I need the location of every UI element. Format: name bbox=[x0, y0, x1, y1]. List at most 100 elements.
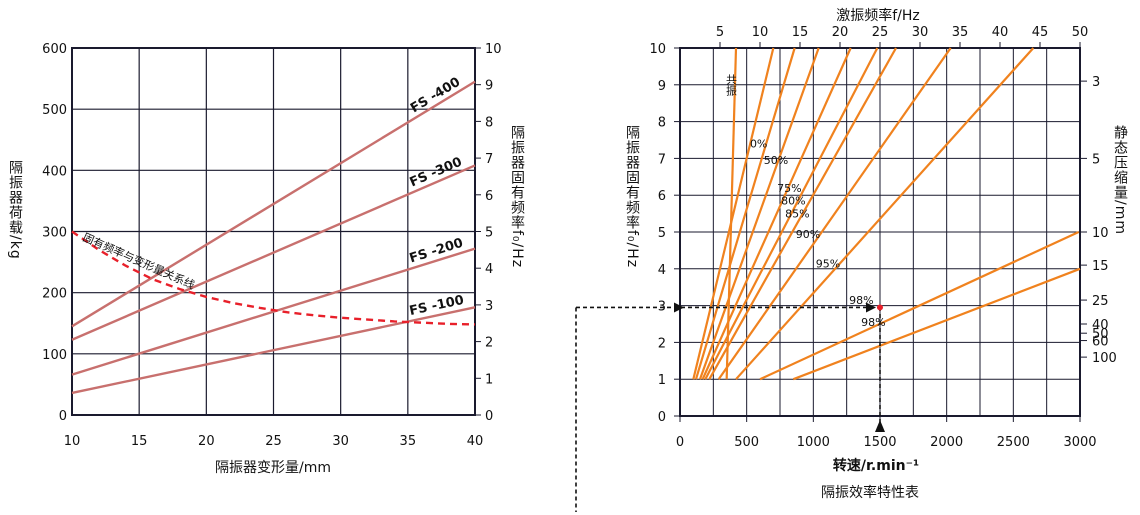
left-right-axis-label: 隔振器固有频率f₀/Hz bbox=[509, 125, 525, 268]
compression-tick-label: 15 bbox=[1092, 259, 1109, 274]
left-right-tick-label: 8 bbox=[485, 115, 493, 130]
left-right-tick-label: 9 bbox=[485, 79, 493, 94]
top-tick-label: 50 bbox=[1072, 25, 1089, 40]
efficiency-label: 90% bbox=[796, 228, 820, 241]
top-tick-label: 35 bbox=[952, 25, 969, 40]
load-line bbox=[71, 80, 476, 328]
left-right-tick-label: 7 bbox=[485, 152, 493, 167]
efficiency-label: 85% bbox=[785, 208, 809, 221]
right-x-tick-label: 2500 bbox=[997, 435, 1030, 450]
left-right-tick-label: 1 bbox=[485, 372, 493, 387]
efficiency-line bbox=[759, 231, 1080, 381]
left-x-tick-label: 25 bbox=[265, 434, 282, 449]
compression-tick-label: 50 bbox=[1092, 327, 1109, 342]
right-y-tick-label: 2 bbox=[658, 336, 666, 351]
left-frequency-curve bbox=[71, 230, 476, 326]
efficiency-line bbox=[698, 47, 820, 380]
compression-tick-label: 25 bbox=[1092, 294, 1109, 309]
top-tick-label: 25 bbox=[872, 25, 889, 40]
left-x-tick-label: 20 bbox=[198, 434, 215, 449]
left-x-tick-label: 35 bbox=[400, 434, 417, 449]
load-line bbox=[71, 247, 476, 376]
right-x-tick-label: 1500 bbox=[863, 435, 896, 450]
right-x-tick-label: 1000 bbox=[797, 435, 830, 450]
efficiency-label: 50% bbox=[764, 154, 788, 167]
chart-title: 隔振效率特性表 bbox=[821, 484, 919, 501]
top-axis-label: 激振频率f/Hz bbox=[836, 7, 920, 24]
efficiency-line bbox=[704, 47, 879, 380]
efficiency-line bbox=[694, 47, 796, 380]
right-y-axis-label: 隔振器固有频率f₀/Hz bbox=[624, 125, 640, 268]
resonance-label: 共振 bbox=[725, 74, 738, 97]
efficiency-line bbox=[792, 267, 1081, 381]
top-tick-label: 15 bbox=[792, 25, 809, 40]
left-grid bbox=[71, 47, 476, 416]
arrow-left-axis bbox=[674, 302, 684, 313]
top-tick-label: 10 bbox=[752, 25, 769, 40]
example-point bbox=[877, 304, 883, 311]
left-x-tick-label: 10 bbox=[64, 434, 81, 449]
left-right-tick-label: 5 bbox=[485, 226, 493, 241]
left-x-tick-label: 30 bbox=[332, 434, 349, 449]
arrow-to-point bbox=[866, 302, 876, 313]
left-right-tick-label: 2 bbox=[485, 336, 493, 351]
left-y-tick-label: 0 bbox=[59, 409, 67, 424]
top-tick-label: 5 bbox=[716, 25, 724, 40]
top-tick-label: 20 bbox=[832, 25, 849, 40]
left-y-tick-label: 500 bbox=[42, 103, 67, 118]
left-right-tick-label: 4 bbox=[485, 262, 493, 277]
left-y-tick-label: 600 bbox=[42, 42, 67, 57]
top-tick-label: 40 bbox=[992, 25, 1009, 40]
efficiency-label: 0% bbox=[750, 138, 767, 151]
static-compression-label: 静态压缩量/mm bbox=[1112, 125, 1128, 235]
left-y-tick-label: 100 bbox=[42, 348, 67, 363]
efficiency-line bbox=[717, 47, 952, 380]
right-y-tick-label: 9 bbox=[658, 79, 666, 94]
left-x-tick-label: 15 bbox=[131, 434, 148, 449]
top-tick-label: 45 bbox=[1032, 25, 1049, 40]
left-x-tick-label: 40 bbox=[467, 434, 484, 449]
series-label: FS -400 bbox=[408, 75, 463, 117]
right-y-tick-label: 7 bbox=[658, 152, 666, 167]
left-y-tick-label: 200 bbox=[42, 287, 67, 302]
left-y-tick-label: 400 bbox=[42, 164, 67, 179]
efficiency-line bbox=[735, 47, 1035, 380]
compression-tick-label: 3 bbox=[1092, 75, 1100, 90]
example-path bbox=[575, 302, 885, 512]
right-y-tick-label: 8 bbox=[658, 116, 666, 131]
right-efficiency-lines bbox=[692, 47, 1081, 381]
left-series bbox=[71, 80, 476, 395]
efficiency-label: 95% bbox=[816, 257, 840, 270]
left-chart: 10 15 20 25 30 35 4001002003004005006000123456… bbox=[7, 42, 525, 476]
efficiency-line bbox=[692, 47, 775, 380]
efficiency-line bbox=[701, 47, 852, 380]
right-x-tick-label: 2000 bbox=[930, 435, 963, 450]
arrow-bottom-axis bbox=[875, 420, 885, 432]
right-y-tick-label: 1 bbox=[658, 373, 666, 388]
right-x-axis-label: 转速/r.min⁻¹ bbox=[833, 457, 919, 474]
right-chart: 0500100015002000250030000123456789105101… bbox=[575, 7, 1128, 512]
efficiency-label: 75% bbox=[777, 182, 801, 195]
efficiency-label: 98% bbox=[861, 316, 885, 329]
left-right-tick-label: 10 bbox=[485, 42, 502, 57]
left-y-tick-label: 300 bbox=[42, 226, 67, 241]
compression-tick-label: 60 bbox=[1092, 335, 1109, 350]
right-x-tick-label: 3000 bbox=[1063, 435, 1096, 450]
efficiency-line bbox=[708, 47, 897, 380]
right-y-tick-label: 5 bbox=[658, 226, 666, 241]
left-right-tick-label: 0 bbox=[485, 409, 493, 424]
compression-tick-label: 40 bbox=[1092, 318, 1109, 333]
left-y-axis-label: 隔振器荷载/kg bbox=[7, 160, 23, 260]
right-efficiency-labels: 0%50%75%80%85%90%95%98%98% bbox=[750, 138, 886, 329]
load-line bbox=[71, 164, 476, 341]
left-x-axis-label: 隔振器变形量/mm bbox=[215, 460, 331, 476]
left-ticks: 10 15 20 25 30 35 4001002003004005006000123456… bbox=[42, 42, 501, 449]
right-y-tick-label: 10 bbox=[649, 42, 666, 57]
left-right-tick-label: 6 bbox=[485, 189, 493, 204]
right-y-tick-label: 4 bbox=[658, 263, 666, 278]
frequency-curve bbox=[71, 230, 476, 326]
efficiency-label: 80% bbox=[781, 195, 805, 208]
right-x-tick-label: 0 bbox=[676, 435, 684, 450]
